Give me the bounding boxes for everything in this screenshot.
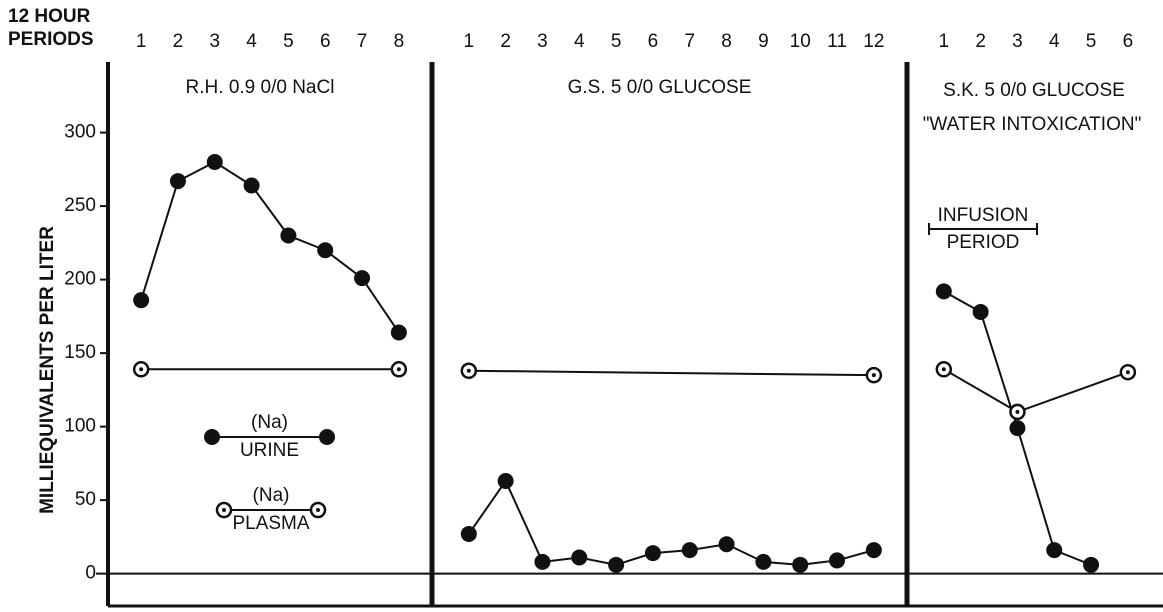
series-line (468, 369, 874, 377)
plasma-point-dot (941, 367, 946, 372)
x-axis-label: 12 HOUR (8, 6, 91, 27)
urine-point (935, 283, 952, 300)
legend-marker (204, 429, 220, 445)
urine-point (1046, 542, 1063, 559)
x-tick-label: 2 (975, 31, 986, 52)
y-tick-label: 0 (85, 563, 96, 584)
legend-prefix: (Na) (253, 485, 290, 506)
x-tick-label: 7 (684, 31, 695, 52)
x-tick-label: 8 (721, 31, 732, 52)
legend-label: PLASMA (232, 513, 309, 534)
urine-point (460, 525, 477, 542)
panel-title: S.K. 5 0/0 GLUCOSE (943, 80, 1125, 101)
x-tick-label: 3 (537, 31, 548, 52)
y-tick-label: 150 (64, 342, 96, 363)
y-tick-label: 100 (64, 416, 96, 437)
urine-point (133, 292, 150, 309)
x-tick-label: 5 (611, 31, 622, 52)
x-tick-label: 4 (246, 31, 257, 52)
plasma-point-dot (396, 367, 401, 372)
x-tick-label: 4 (574, 31, 585, 52)
urine-point (755, 553, 772, 570)
x-tick-label: 6 (648, 31, 659, 52)
panel-title: G.S. 5 0/0 GLUCOSE (568, 77, 752, 98)
legend-prefix: (Na) (251, 412, 288, 433)
urine-point (792, 556, 809, 573)
urine-point (354, 270, 371, 287)
plasma-point-dot (139, 367, 144, 372)
y-tick-label: 50 (75, 489, 96, 510)
y-axis-label: MILLIEQUIVALENTS PER LITER (37, 226, 58, 514)
plasma-point-dot (1015, 409, 1020, 414)
x-tick-label: 3 (209, 31, 220, 52)
urine-point (718, 536, 735, 553)
series-line (943, 368, 1129, 414)
x-tick-label: 6 (1123, 31, 1134, 52)
urine-point (206, 153, 223, 170)
plasma-point-dot (1125, 370, 1130, 375)
x-tick-label: 10 (790, 31, 811, 52)
x-tick-label: 11 (827, 31, 847, 52)
urine-point (317, 242, 334, 259)
urine-point (169, 173, 186, 190)
urine-point (644, 545, 661, 562)
legend-marker-dot (222, 508, 226, 512)
x-tick-label: 5 (1086, 31, 1097, 52)
x-tick-label: 1 (464, 31, 475, 52)
urine-point (608, 556, 625, 573)
urine-point (497, 473, 514, 490)
urine-point (390, 324, 407, 341)
y-tick-label: 200 (64, 269, 96, 290)
urine-point (1009, 420, 1026, 437)
urine-point (1083, 556, 1100, 573)
legend-marker (319, 429, 335, 445)
x-tick-label: 9 (758, 31, 769, 52)
x-tick-label: 12 (863, 31, 884, 52)
x-tick-label: 6 (320, 31, 331, 52)
urine-point (972, 303, 989, 320)
urine-point (534, 553, 551, 570)
x-tick-label: 5 (283, 31, 294, 52)
panel-subtitle: "WATER INTOXICATION" (923, 114, 1142, 135)
x-axis-label: PERIODS (8, 29, 94, 50)
y-tick-label: 250 (64, 195, 96, 216)
panel-title: R.H. 0.9 0/0 NaCl (186, 77, 335, 98)
annotation: INFUSION (938, 205, 1029, 226)
annotation: PERIOD (947, 232, 1020, 253)
x-tick-label: 3 (1012, 31, 1023, 52)
x-tick-label: 2 (173, 31, 184, 52)
x-tick-label: 2 (500, 31, 511, 52)
urine-point (243, 177, 260, 194)
series-line (468, 479, 875, 566)
x-tick-label: 4 (1049, 31, 1060, 52)
urine-point (829, 552, 846, 569)
x-tick-label: 1 (136, 31, 147, 52)
urine-point (681, 542, 698, 559)
y-tick-label: 300 (64, 122, 96, 143)
x-tick-label: 7 (357, 31, 368, 52)
urine-point (571, 549, 588, 566)
urine-point (865, 542, 882, 559)
legend-marker-dot (316, 508, 320, 512)
plasma-point-dot (466, 368, 471, 373)
x-tick-label: 1 (939, 31, 950, 52)
x-tick-label: 8 (394, 31, 405, 52)
legend-label: URINE (240, 440, 299, 461)
urine-point (280, 227, 297, 244)
plasma-point-dot (871, 373, 876, 378)
